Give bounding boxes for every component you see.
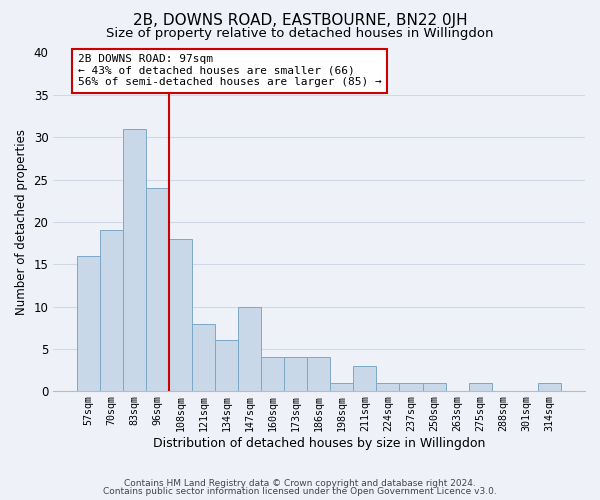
Bar [77, 256, 100, 392]
Y-axis label: Number of detached properties: Number of detached properties [15, 129, 28, 315]
Text: 2B, DOWNS ROAD, EASTBOURNE, BN22 0JH: 2B, DOWNS ROAD, EASTBOURNE, BN22 0JH [133, 12, 467, 28]
X-axis label: Distribution of detached houses by size in Willingdon: Distribution of detached houses by size … [152, 437, 485, 450]
Bar [307, 358, 331, 392]
Text: Contains HM Land Registry data © Crown copyright and database right 2024.: Contains HM Land Registry data © Crown c… [124, 478, 476, 488]
Bar [238, 306, 261, 392]
Bar [123, 128, 146, 392]
Bar [538, 383, 561, 392]
Bar [100, 230, 123, 392]
Bar [469, 383, 491, 392]
Bar [146, 188, 169, 392]
Text: Size of property relative to detached houses in Willingdon: Size of property relative to detached ho… [106, 28, 494, 40]
Bar [376, 383, 400, 392]
Bar [192, 324, 215, 392]
Bar [169, 239, 192, 392]
Bar [284, 358, 307, 392]
Bar [400, 383, 422, 392]
Text: Contains public sector information licensed under the Open Government Licence v3: Contains public sector information licen… [103, 487, 497, 496]
Bar [331, 383, 353, 392]
Bar [353, 366, 376, 392]
Bar [422, 383, 446, 392]
Bar [261, 358, 284, 392]
Text: 2B DOWNS ROAD: 97sqm
← 43% of detached houses are smaller (66)
56% of semi-detac: 2B DOWNS ROAD: 97sqm ← 43% of detached h… [78, 54, 382, 88]
Bar [215, 340, 238, 392]
